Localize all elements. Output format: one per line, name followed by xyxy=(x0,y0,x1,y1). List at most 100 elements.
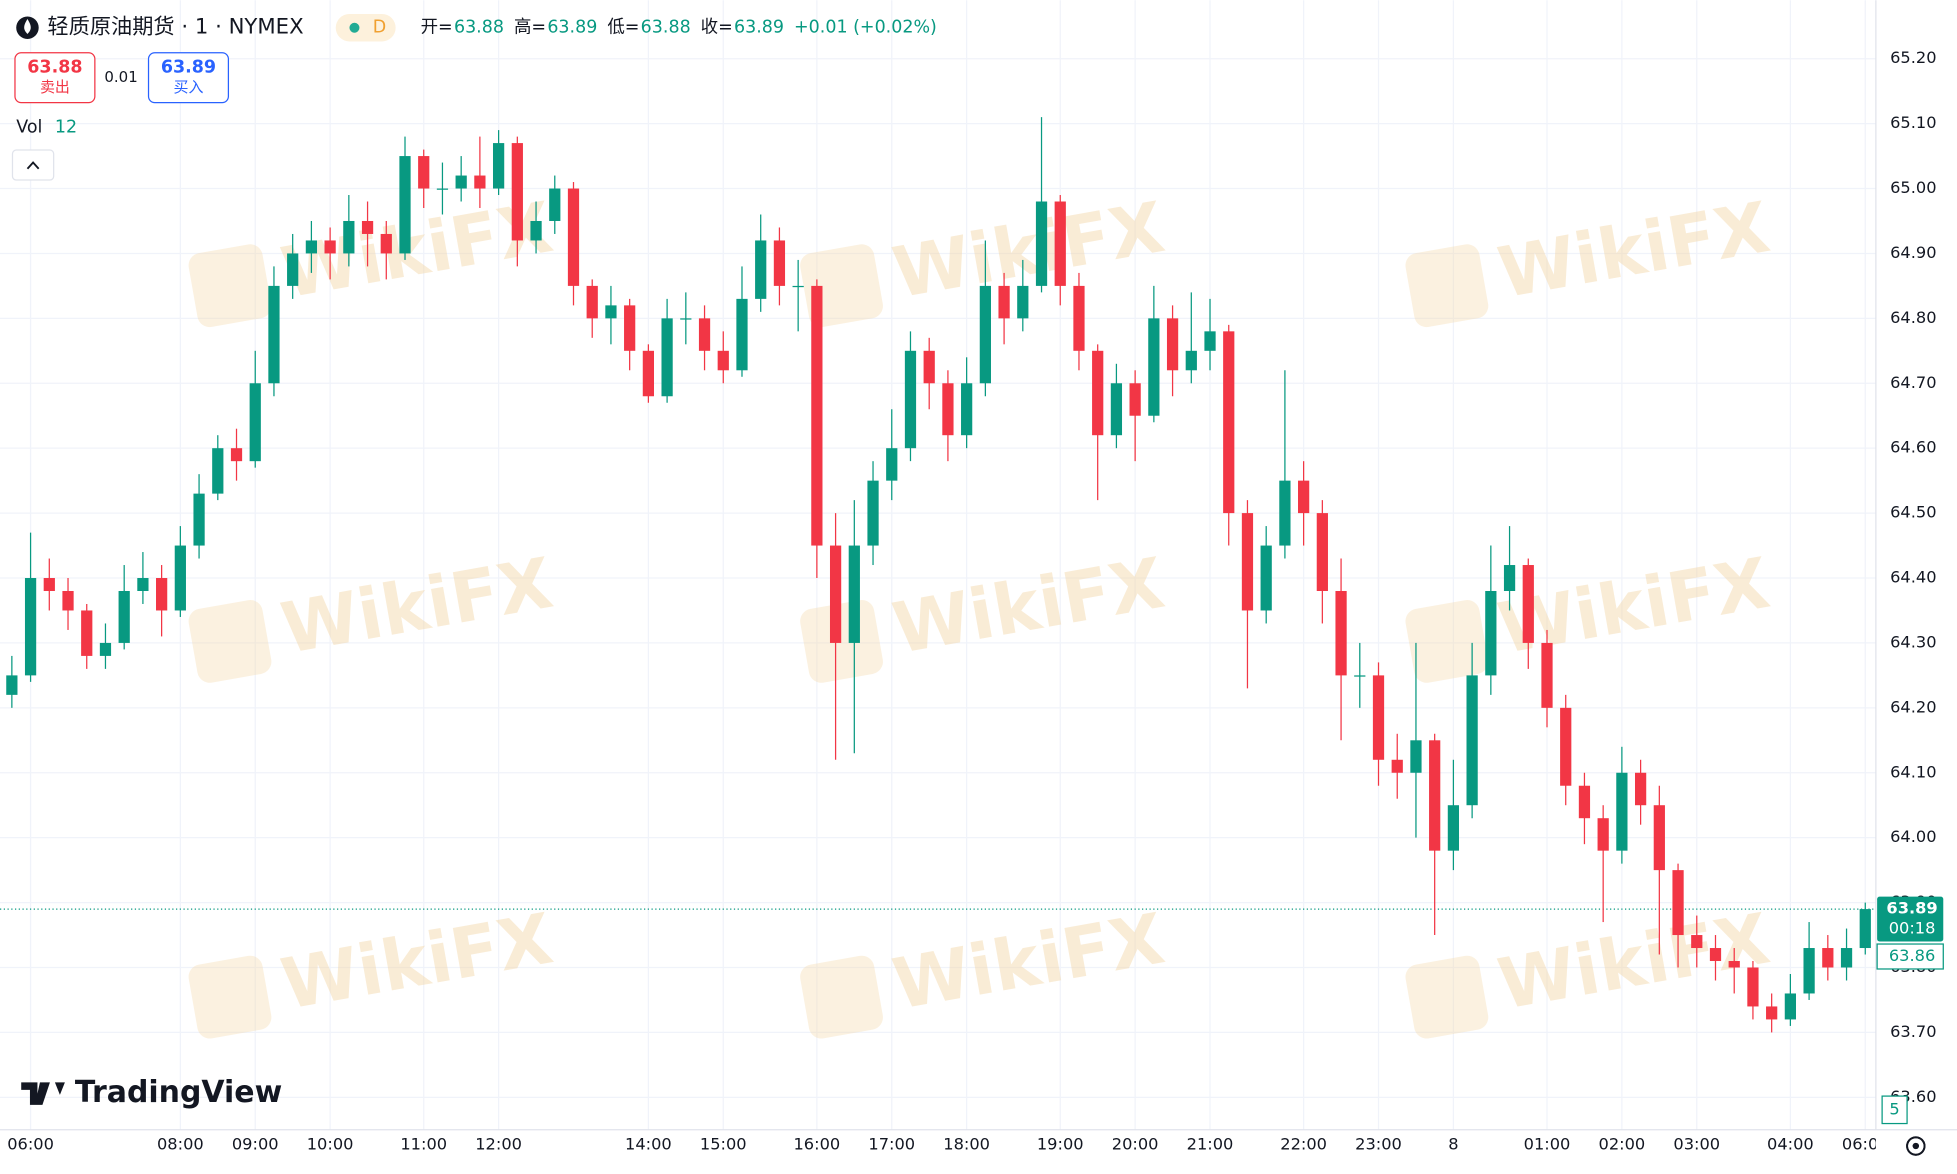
x-tick-label: 06:00 xyxy=(7,1134,54,1153)
x-tick-label: 17:00 xyxy=(868,1134,915,1153)
candle-body xyxy=(287,253,299,286)
spread: 0.01 xyxy=(104,68,137,86)
candle-body xyxy=(1466,675,1478,806)
candle-body xyxy=(624,305,636,351)
grid xyxy=(0,0,1876,1130)
candle-body xyxy=(156,578,168,611)
candle-body xyxy=(549,188,561,221)
candle-body xyxy=(380,233,392,254)
candle-body xyxy=(492,143,505,189)
time-axis: 06:00 08:00 09:00 10:00 11:00 12:00 14:00 15:00… xyxy=(7,1131,1957,1170)
candles xyxy=(6,117,1871,1033)
candle-body xyxy=(474,175,486,189)
price-axis-panel xyxy=(1875,0,1957,1170)
candle-body xyxy=(1073,285,1085,351)
countdown: 00:18 xyxy=(1889,919,1936,938)
watermark-logo xyxy=(1405,244,1489,328)
watermark-logo xyxy=(1405,955,1489,1039)
y-tick-label: 64.70 xyxy=(1890,373,1936,392)
candle-body xyxy=(1148,318,1160,416)
ohlc-key: 高= xyxy=(514,18,546,38)
candle-body xyxy=(212,448,224,494)
symbol-title: 轻质原油期货 · 1 · NYMEX xyxy=(47,15,303,40)
candle-body xyxy=(1129,383,1141,416)
candle-body xyxy=(979,285,991,384)
candle-body xyxy=(418,156,430,189)
y-tick-label: 64.00 xyxy=(1890,827,1936,846)
y-tick-label: 64.40 xyxy=(1890,568,1936,587)
price-axis: 63.6063.7063.8063.9064.0064.1064.2064.30… xyxy=(1876,48,1944,1106)
sell-price[interactable]: 63.88 xyxy=(27,58,82,78)
buy-price[interactable]: 63.89 xyxy=(161,58,216,78)
candle-body xyxy=(1316,513,1328,591)
x-tick-label: 08:00 xyxy=(157,1134,204,1153)
change: +0.01 (+0.02%) xyxy=(794,18,937,38)
x-tick-label: 12:00 xyxy=(475,1134,522,1153)
x-tick-label: 02:00 xyxy=(1599,1134,1646,1153)
sell-label[interactable]: 卖出 xyxy=(40,78,70,96)
candle-body xyxy=(1597,818,1609,851)
candle-body xyxy=(1185,350,1197,371)
candle-body xyxy=(1298,480,1310,514)
bid-box xyxy=(1876,943,1944,970)
candle-body xyxy=(1372,675,1385,760)
watermark-logo xyxy=(188,600,272,683)
candle-body xyxy=(1485,590,1497,676)
candle-body xyxy=(343,220,355,254)
candle-body xyxy=(1204,331,1216,351)
settings-icon-center[interactable] xyxy=(1912,1142,1919,1150)
y-tick-label: 65.10 xyxy=(1890,113,1936,132)
candle-body xyxy=(1223,331,1235,514)
ohlc-key: 低= xyxy=(607,18,639,38)
ohlc-value: 63.89 xyxy=(734,18,784,38)
candle-body xyxy=(1560,707,1572,786)
buy-button[interactable] xyxy=(147,52,230,104)
candle-body xyxy=(1634,772,1647,806)
candle-body xyxy=(811,285,823,546)
candle-body xyxy=(961,383,973,436)
candle-body xyxy=(904,350,917,449)
brand-logo xyxy=(21,1082,65,1105)
candle-body xyxy=(1803,948,1815,994)
candle-body xyxy=(43,578,55,591)
candle-body xyxy=(642,350,654,397)
volume-axis-label: 5 xyxy=(1889,1099,1899,1118)
candle-body xyxy=(923,350,935,384)
ohlc-legend: 开= 63.88 高= 63.89 低= 63.88 收= 63.89 xyxy=(421,18,784,38)
x-tick-label: 18:00 xyxy=(943,1134,990,1153)
sell-button[interactable] xyxy=(14,52,96,104)
candle-body xyxy=(1354,675,1366,677)
candle-body xyxy=(1728,961,1740,968)
candle-body xyxy=(1110,383,1123,436)
candle-body xyxy=(886,448,898,481)
candle-body xyxy=(1391,759,1403,773)
collapse-button[interactable] xyxy=(11,149,55,181)
watermark-logo xyxy=(188,955,272,1039)
candle-body xyxy=(698,318,711,351)
candle-body xyxy=(268,285,280,384)
collapse-icon[interactable] xyxy=(26,161,40,170)
watermark-logo xyxy=(188,244,272,328)
buy-label[interactable]: 买入 xyxy=(173,78,203,96)
watermark-logo xyxy=(800,955,883,1039)
candle-body xyxy=(1035,201,1048,286)
watermark-logo xyxy=(800,600,883,683)
ohlc-value: 63.89 xyxy=(547,18,597,38)
watermark-logo xyxy=(1405,600,1489,683)
candle-body xyxy=(1017,285,1029,319)
settings-icon[interactable] xyxy=(1906,1136,1926,1156)
status-dot xyxy=(349,22,360,33)
candle-body xyxy=(736,298,748,371)
candle-body xyxy=(942,383,954,436)
x-tick-label: 19:00 xyxy=(1037,1134,1084,1153)
ohlc-value: 63.88 xyxy=(454,18,504,38)
x-tick-label: 01:00 xyxy=(1524,1134,1571,1153)
candle-body xyxy=(137,578,149,591)
candle-body xyxy=(1653,805,1665,871)
candle-body xyxy=(661,318,673,397)
ohlc-value: 63.88 xyxy=(641,18,691,38)
y-tick-label: 64.90 xyxy=(1890,243,1936,262)
candle-body xyxy=(511,143,523,241)
